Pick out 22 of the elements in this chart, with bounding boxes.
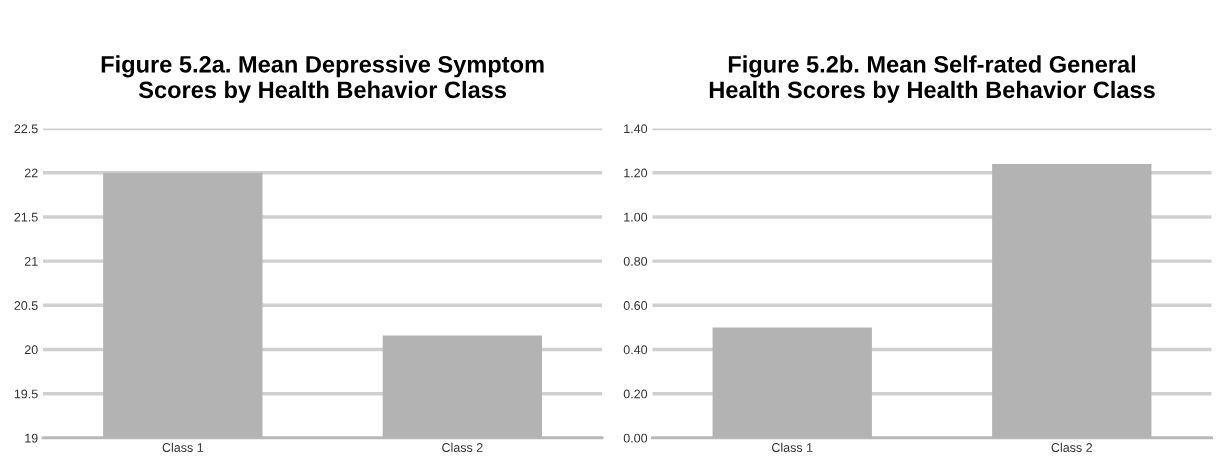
x-tick-label: Class 1 (162, 442, 204, 452)
chart-title: Figure 5.2a. Mean Depressive Symptom Scores by Health Behavior Class (101, 55, 544, 103)
y-tick-label: 20.5 (14, 301, 38, 310)
chart-title: Figure 5.2b. Mean Self-rated General Health Scores by Health Behavior Class (709, 55, 1155, 103)
y-tick-label: 0.20 (623, 389, 648, 399)
y-tick-label: 1.00 (624, 212, 648, 222)
y-tick-label: 0.80 (623, 256, 648, 266)
y-tick-label: 1.40 (624, 124, 648, 134)
y-tick-label: 0.40 (623, 345, 648, 355)
y-tick-label: 19.5 (14, 389, 38, 399)
y-tick-label: 19 (25, 433, 38, 443)
y-tick-label: 20 (24, 345, 38, 355)
x-tick-label: Class 1 (772, 442, 813, 452)
y-tick-label: 0.00 (623, 433, 648, 443)
x-tick-label: Class 2 (1051, 442, 1092, 452)
y-tick-label: 21 (24, 256, 38, 266)
y-tick-label: 22 (24, 168, 38, 178)
y-tick-label: 22.5 (14, 124, 38, 134)
x-tick-label: Class 2 (442, 442, 483, 452)
y-tick-label: 0.60 (623, 301, 648, 310)
y-tick-label: 21.5 (14, 212, 38, 222)
y-tick-label: 1.20 (624, 168, 648, 178)
